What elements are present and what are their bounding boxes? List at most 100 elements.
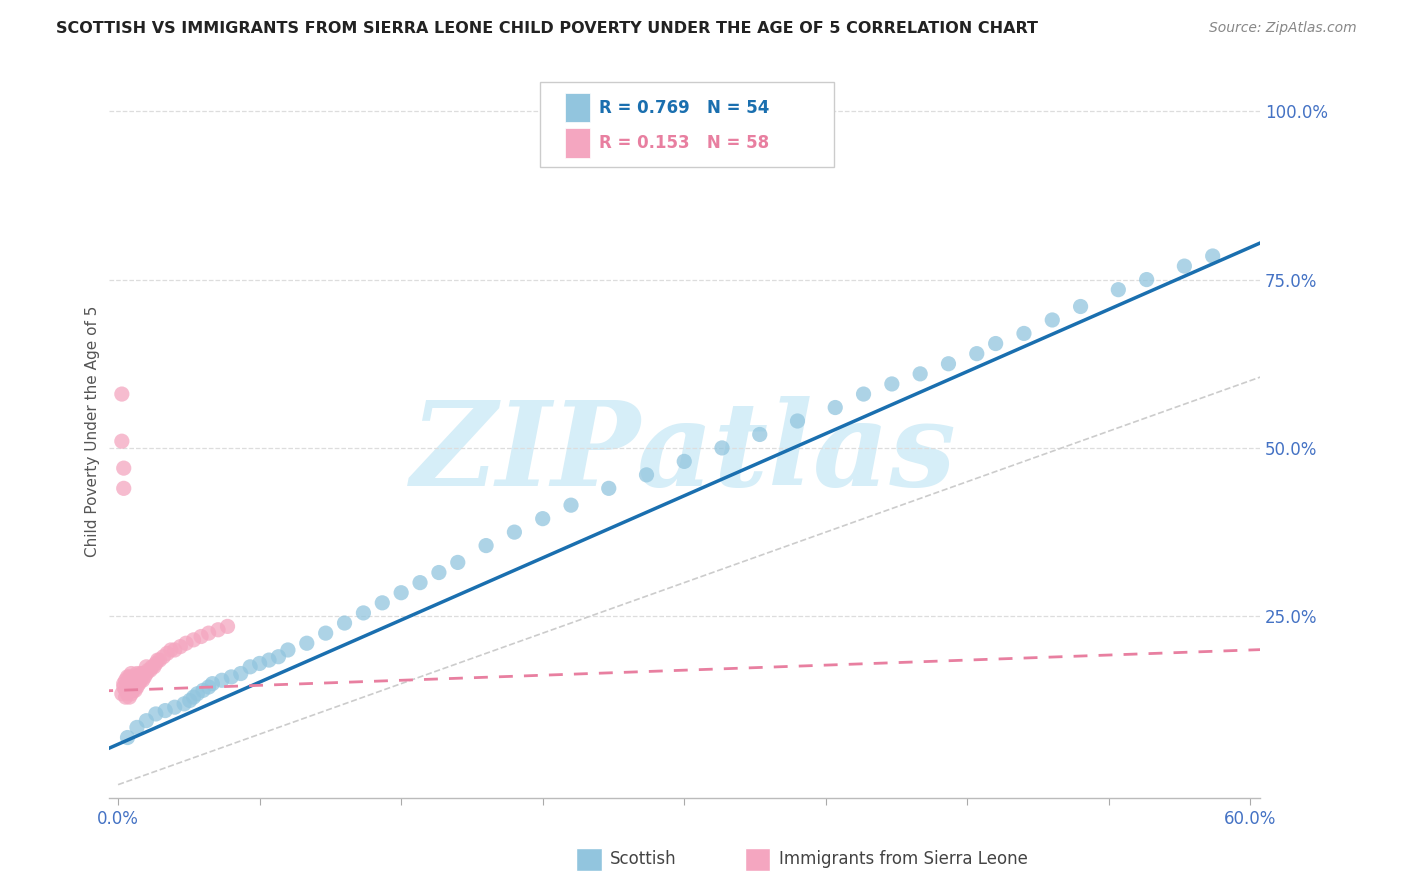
Point [169,640,191,654]
Point [135,660,157,674]
Point [111,387,134,401]
Point [111,687,134,701]
Point [598,481,620,495]
Point [125,680,148,694]
Point [125,720,148,734]
Point [131,666,153,681]
Point [249,657,271,671]
Point [352,606,374,620]
Point [112,676,135,690]
Point [748,427,770,442]
Point [114,683,136,698]
Point [117,670,139,684]
Point [174,636,197,650]
Point [117,731,139,745]
Point [217,619,239,633]
Point [125,673,148,688]
Bar [565,128,591,158]
Point [122,670,145,684]
Point [560,498,582,512]
Point [139,663,162,677]
Text: SCOTTISH VS IMMIGRANTS FROM SIERRA LEONE CHILD POVERTY UNDER THE AGE OF 5 CORREL: SCOTTISH VS IMMIGRANTS FROM SIERRA LEONE… [56,21,1038,36]
Point [1012,326,1035,341]
Point [1040,313,1063,327]
Point [186,687,208,701]
Point [179,693,201,707]
Point [257,653,280,667]
Point [409,575,432,590]
Point [267,649,290,664]
Point [124,670,146,684]
Point [128,670,150,684]
Point [207,623,229,637]
Point [295,636,318,650]
Y-axis label: Child Poverty Under the Age of 5: Child Poverty Under the Age of 5 [86,305,100,557]
Point [1173,259,1195,273]
Text: R = 0.769   N = 54: R = 0.769 N = 54 [599,99,769,117]
Point [142,660,165,674]
Point [673,454,696,468]
Point [155,704,177,718]
Point [114,673,136,688]
Point [852,387,875,401]
Point [201,676,224,690]
Bar [565,93,591,122]
Point [118,670,141,684]
Point [908,367,931,381]
Point [118,676,141,690]
Text: Source: ZipAtlas.com: Source: ZipAtlas.com [1209,21,1357,35]
Point [145,706,167,721]
Point [475,539,498,553]
Point [117,687,139,701]
Point [131,673,153,688]
Point [129,673,152,688]
FancyBboxPatch shape [540,82,834,167]
Point [938,357,960,371]
Point [190,630,212,644]
Point [239,660,262,674]
Point [156,646,179,660]
Point [160,643,183,657]
Text: Scottish: Scottish [610,850,676,869]
Point [966,346,988,360]
Point [125,666,148,681]
Point [277,643,299,657]
Point [229,666,252,681]
Point [128,676,150,690]
Point [1202,249,1225,263]
Text: ZIPatlas: ZIPatlas [412,396,957,510]
Point [711,441,734,455]
Text: Immigrants from Sierra Leone: Immigrants from Sierra Leone [779,850,1028,869]
Point [636,467,658,482]
Point [135,714,157,728]
Point [146,653,169,667]
Point [1070,300,1092,314]
Point [134,670,156,684]
Point [183,632,205,647]
Point [427,566,450,580]
Point [152,649,174,664]
Point [124,683,146,698]
Point [135,666,157,681]
Point [124,676,146,690]
Point [114,690,136,705]
Point [163,643,186,657]
Point [503,525,526,540]
Point [129,666,152,681]
Point [122,683,145,698]
Point [211,673,233,688]
Point [183,690,205,705]
Point [136,663,159,677]
Point [112,680,135,694]
Point [880,376,903,391]
Point [163,700,186,714]
Point [197,680,219,694]
Point [197,626,219,640]
Point [117,680,139,694]
Point [111,434,134,449]
Point [120,687,142,701]
Point [122,676,145,690]
Point [191,683,214,698]
Point [149,653,172,667]
Point [389,585,412,599]
